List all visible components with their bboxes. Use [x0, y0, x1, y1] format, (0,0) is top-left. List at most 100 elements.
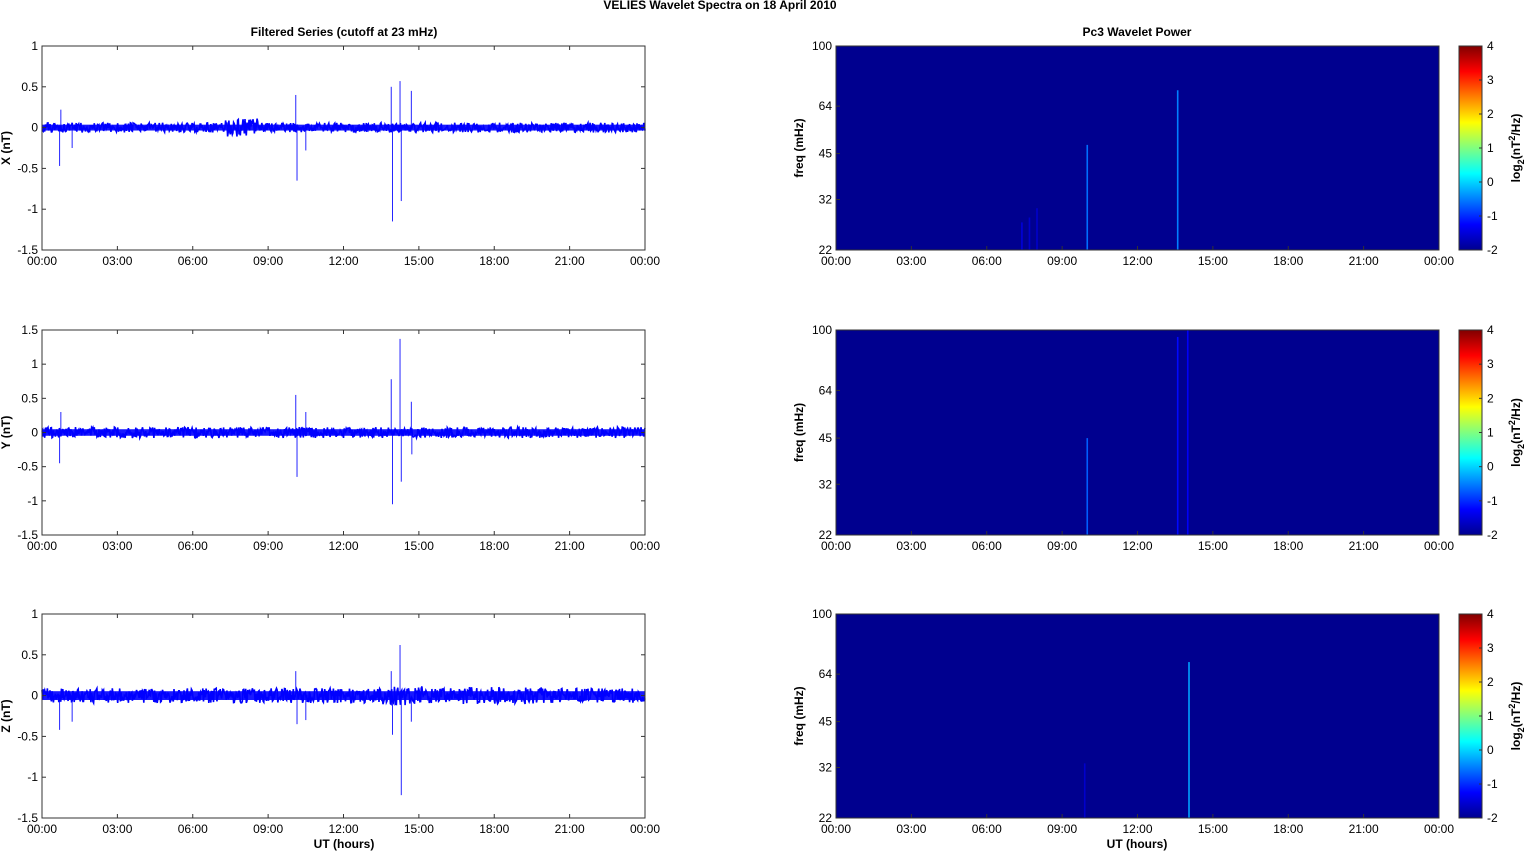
x-tick-label: 03:00: [896, 254, 926, 268]
colorbar: [1459, 614, 1482, 818]
x-tick-label: 00:00: [1424, 539, 1454, 553]
y-tick-label: 45: [819, 715, 833, 729]
y-tick-label: 0.5: [21, 648, 38, 662]
y-tick-label: 0.5: [21, 80, 38, 94]
x-tick-label: 21:00: [555, 254, 585, 268]
x-tick-label: 09:00: [1047, 539, 1077, 553]
x-tick-label: 06:00: [972, 539, 1002, 553]
y-tick-label: 22: [819, 811, 833, 825]
x-component-series-panel: 10.50-0.5-1-1.500:00 03:00 06:00 09:00 12:00…: [0, 39, 660, 268]
x-tick-label: 21:00: [555, 822, 585, 836]
y-axis-label: X (nT): [0, 131, 13, 165]
y-tick-label: 45: [819, 147, 833, 161]
colorbar-tick-label: -1: [1487, 209, 1498, 223]
x-tick-label: 00:00: [1424, 254, 1454, 268]
colorbar-label: log2(nT2/Hz): [1507, 682, 1526, 751]
y-tick-label: 1: [31, 607, 38, 621]
x-tick-label: 03:00: [102, 254, 132, 268]
colorbar-tick-label: 3: [1487, 73, 1494, 87]
colorbar-tick-label: 0: [1487, 175, 1494, 189]
colorbar-tick-label: -2: [1487, 811, 1498, 825]
x-tick-label: 18:00: [1273, 822, 1303, 836]
spectrogram-streak: [1186, 330, 1189, 535]
x-tick-label: 12:00: [1122, 539, 1152, 553]
colorbar-tick-label: -2: [1487, 243, 1498, 257]
y-tick-label: 100: [812, 323, 832, 337]
spectrogram-streak: [1083, 763, 1086, 818]
y-component-series-panel: 1.510.50-0.5-1-1.500:00 03:00 06:00 09:00 12…: [0, 323, 660, 553]
x-tick-label: 06:00: [972, 254, 1002, 268]
colorbar-tick-label: 3: [1487, 641, 1494, 655]
y-axis-label: Y (nT): [0, 416, 13, 450]
y-axis-label: freq (mHz): [792, 686, 806, 745]
colorbar-tick-label: 4: [1487, 607, 1494, 621]
colorbar-tick-label: 1: [1487, 141, 1494, 155]
y-axis-label: freq (mHz): [792, 118, 806, 177]
y-tick-label: 1: [31, 39, 38, 53]
y-tick-label: -1.5: [17, 528, 38, 542]
x-tick-label: 06:00: [178, 822, 208, 836]
x-tick-label: 18:00: [479, 539, 509, 553]
y-tick-label: -1: [27, 770, 38, 784]
spectrogram-streak: [1176, 336, 1179, 535]
x-tick-label: 00:00: [821, 539, 851, 553]
y-tick-label: 64: [819, 667, 833, 681]
x-tick-label: 21:00: [1349, 254, 1379, 268]
y-tick-label: 64: [819, 99, 833, 113]
left-column-title: Filtered Series (cutoff at 23 mHz): [251, 25, 438, 39]
x-tick-label: 03:00: [102, 822, 132, 836]
y-tick-label: -0.5: [17, 729, 38, 743]
y-tick-label: 100: [812, 39, 832, 53]
y-tick-label: -0.5: [17, 161, 38, 175]
colorbar: [1459, 330, 1482, 535]
plot-area: [42, 614, 645, 818]
x-tick-label: 06:00: [178, 254, 208, 268]
colorbar-tick-label: 3: [1487, 357, 1494, 371]
right-column-title: Pc3 Wavelet Power: [1083, 25, 1192, 39]
x-tick-label: 09:00: [1047, 822, 1077, 836]
x-tick-label: 12:00: [328, 822, 358, 836]
x-tick-label: 00:00: [27, 822, 57, 836]
x-tick-label: 21:00: [1349, 539, 1379, 553]
series-band: [42, 124, 645, 131]
y-tick-label: 0.5: [21, 391, 38, 405]
x-tick-label: 18:00: [479, 254, 509, 268]
y-axis-label: freq (mHz): [792, 403, 806, 462]
spectrogram-streak: [1176, 90, 1179, 250]
x-tick-label: 12:00: [328, 254, 358, 268]
y-tick-label: 64: [819, 383, 833, 397]
colorbar-label: log2(nT2/Hz): [1507, 114, 1526, 183]
x-tick-label: 15:00: [1198, 539, 1228, 553]
spectrogram-streak: [1028, 217, 1031, 250]
x-tick-label: 09:00: [253, 539, 283, 553]
y-tick-label: 1.5: [21, 323, 38, 337]
x-tick-label: 15:00: [404, 254, 434, 268]
spectrogram-streak: [1021, 222, 1023, 250]
x-tick-label: 15:00: [1198, 822, 1228, 836]
x-tick-label: 18:00: [1273, 539, 1303, 553]
x-tick-label: 18:00: [479, 822, 509, 836]
y-tick-label: 45: [819, 431, 833, 445]
x-tick-label: 15:00: [1198, 254, 1228, 268]
colorbar-tick-label: -2: [1487, 528, 1498, 542]
x-tick-label: 00:00: [630, 822, 660, 836]
spectrogram-background: [836, 330, 1439, 535]
y-tick-label: 22: [819, 528, 833, 542]
x-tick-label: 21:00: [555, 539, 585, 553]
y-tick-label: 32: [819, 193, 833, 207]
colorbar-tick-label: 0: [1487, 460, 1494, 474]
x-tick-label: 00:00: [821, 822, 851, 836]
spectrogram-background: [836, 614, 1439, 818]
plot-area: [42, 46, 645, 250]
y-tick-label: 0: [31, 689, 38, 703]
colorbar-tick-label: 1: [1487, 709, 1494, 723]
y-tick-label: 100: [812, 607, 832, 621]
y-tick-label: -0.5: [17, 460, 38, 474]
spectrogram-streak: [1036, 208, 1038, 250]
y-tick-label: -1.5: [17, 243, 38, 257]
y-tick-label: -1.5: [17, 811, 38, 825]
spectrogram-streak: [1086, 144, 1089, 250]
y-axis-label: Z (nT): [0, 699, 13, 732]
